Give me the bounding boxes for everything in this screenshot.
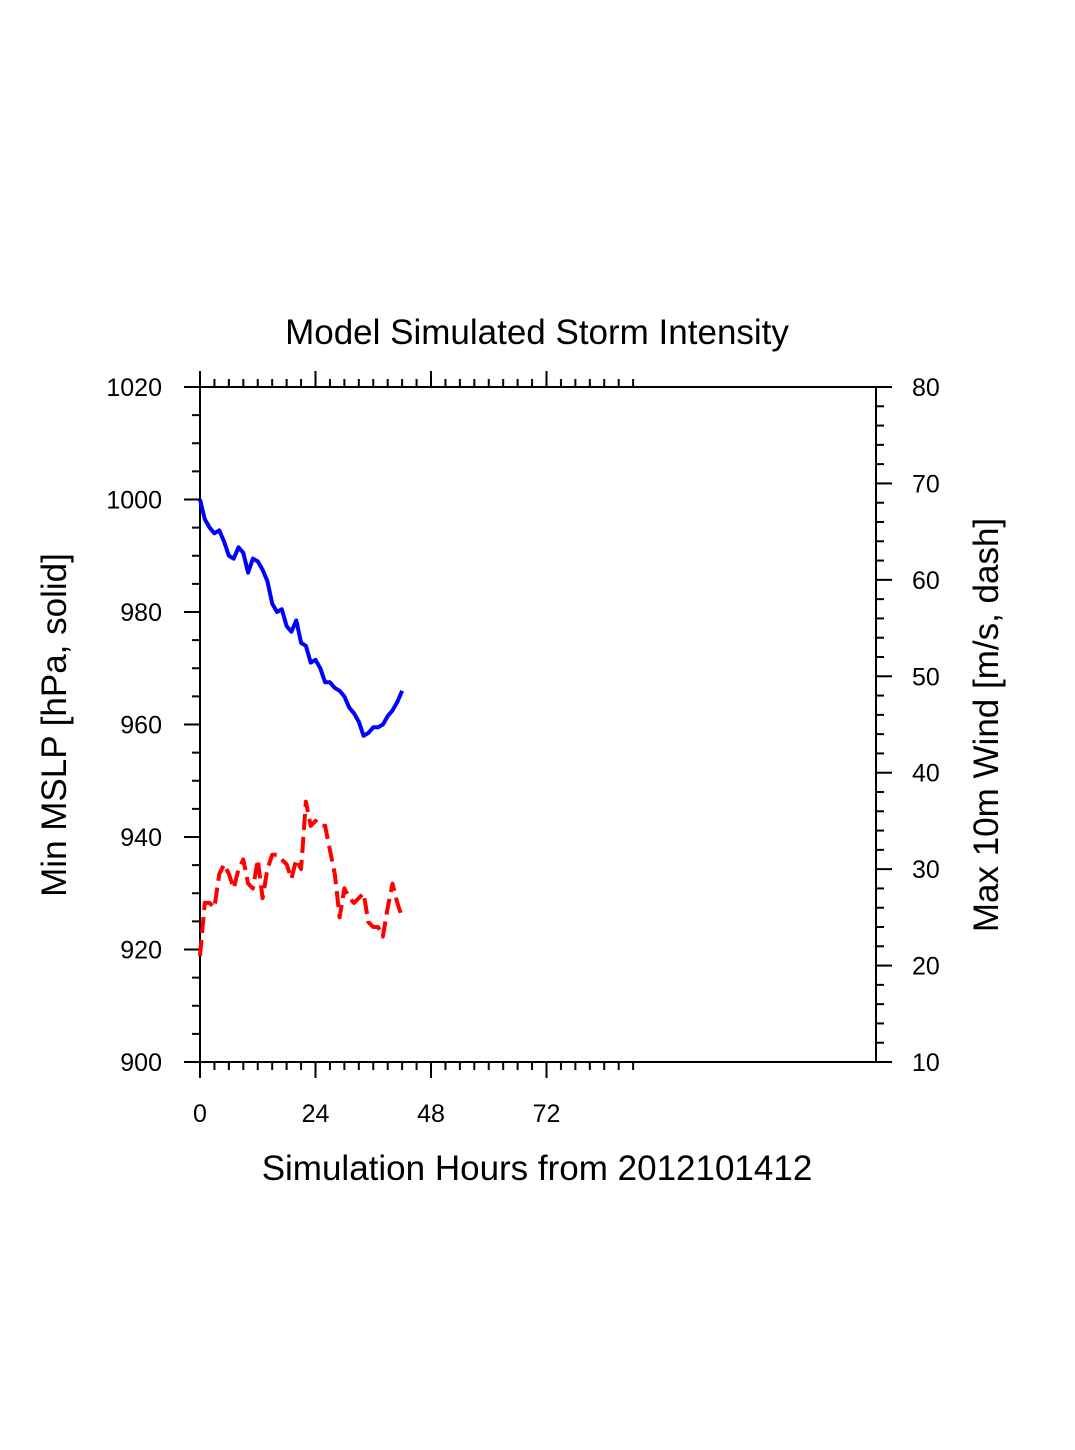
- y-axis-label-left: Min MSLP [hPa, solid]: [35, 553, 74, 897]
- axis-tick-labels: 0 24 48 72900920940960980100010201020304050…: [106, 374, 939, 1128]
- min-mslp-series-line: [198, 499, 404, 738]
- x-axis-label: Simulation Hours from 2012101412: [262, 1149, 813, 1188]
- data-series: [198, 499, 404, 957]
- y-right-tick-label: 50: [912, 663, 940, 691]
- y-right-tick-label: 20: [912, 953, 940, 981]
- y-left-tick-label: 1020: [106, 374, 162, 402]
- y-right-tick-label: 70: [912, 470, 940, 498]
- chart-title: Model Simulated Storm Intensity: [285, 313, 789, 352]
- x-tick-label: 24: [302, 1100, 330, 1128]
- axis-ticks: [184, 371, 892, 1078]
- y-right-tick-label: 60: [912, 567, 940, 595]
- y-right-tick-label: 40: [912, 760, 940, 788]
- y-right-tick-label: 80: [912, 374, 940, 402]
- x-tick-label: 48: [417, 1100, 445, 1128]
- y-right-tick-label: 10: [912, 1049, 940, 1077]
- y-axis-label-right: Max 10m Wind [m/s, dash]: [967, 518, 1006, 932]
- y-left-tick-label: 920: [120, 937, 162, 965]
- y-left-tick-label: 960: [120, 712, 162, 740]
- plot-frame: [199, 386, 877, 1063]
- x-tick-label: 72: [533, 1100, 561, 1128]
- y-left-tick-label: 900: [120, 1049, 162, 1077]
- y-left-tick-label: 1000: [106, 487, 162, 515]
- x-tick-label: 0: [193, 1100, 207, 1128]
- y-left-tick-label: 980: [120, 599, 162, 627]
- y-left-tick-label: 940: [120, 824, 162, 852]
- y-right-tick-label: 30: [912, 856, 940, 884]
- plot-axes: [199, 386, 877, 1063]
- max-wind-series-line: [198, 799, 404, 957]
